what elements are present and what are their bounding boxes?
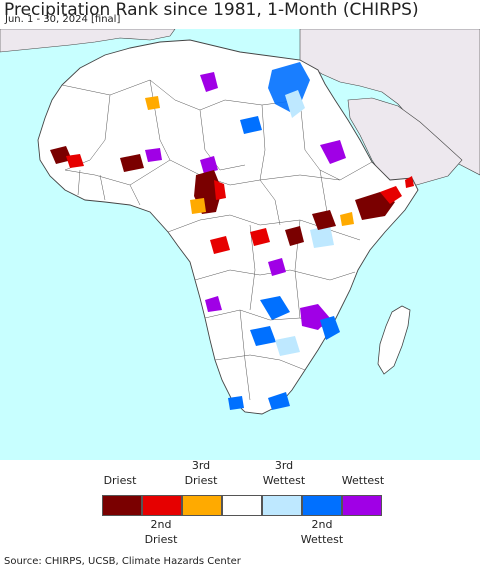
legend-label-2nd-driest: 2nd Driest [144, 518, 178, 546]
legend-label-2nd-wettest: 2nd Wettest [300, 518, 344, 546]
legend-swatch-3rd-wettest [262, 495, 302, 516]
legend-label-3rd-driest: 3rd Driest [184, 459, 218, 487]
arabian-peninsula [347, 97, 463, 191]
europe-no-data [0, 29, 176, 53]
madagascar [377, 305, 411, 375]
legend-label-driest: Driest [103, 474, 137, 487]
map-title: Precipitation Rank since 1981, 1-Month (… [4, 0, 419, 20]
legend-label-wettest: Wettest [341, 474, 385, 487]
legend-swatch-wettest [342, 495, 382, 516]
legend-label-3rd-wettest: 3rd Wettest [262, 459, 306, 487]
legend-swatch-2nd-driest [142, 495, 182, 516]
map-subtitle: Jun. 1 - 30, 2024 [final] [5, 14, 121, 25]
legend-swatch-2nd-wettest [302, 495, 342, 516]
source-credit: Source: CHIRPS, UCSB, Climate Hazards Ce… [4, 556, 241, 567]
legend-swatch-driest [102, 495, 142, 516]
rank-patches [50, 62, 414, 410]
legend-swatch-3rd-driest [182, 495, 222, 516]
africa-precipitation-map [0, 29, 480, 460]
legend-swatch-normal [222, 495, 262, 516]
